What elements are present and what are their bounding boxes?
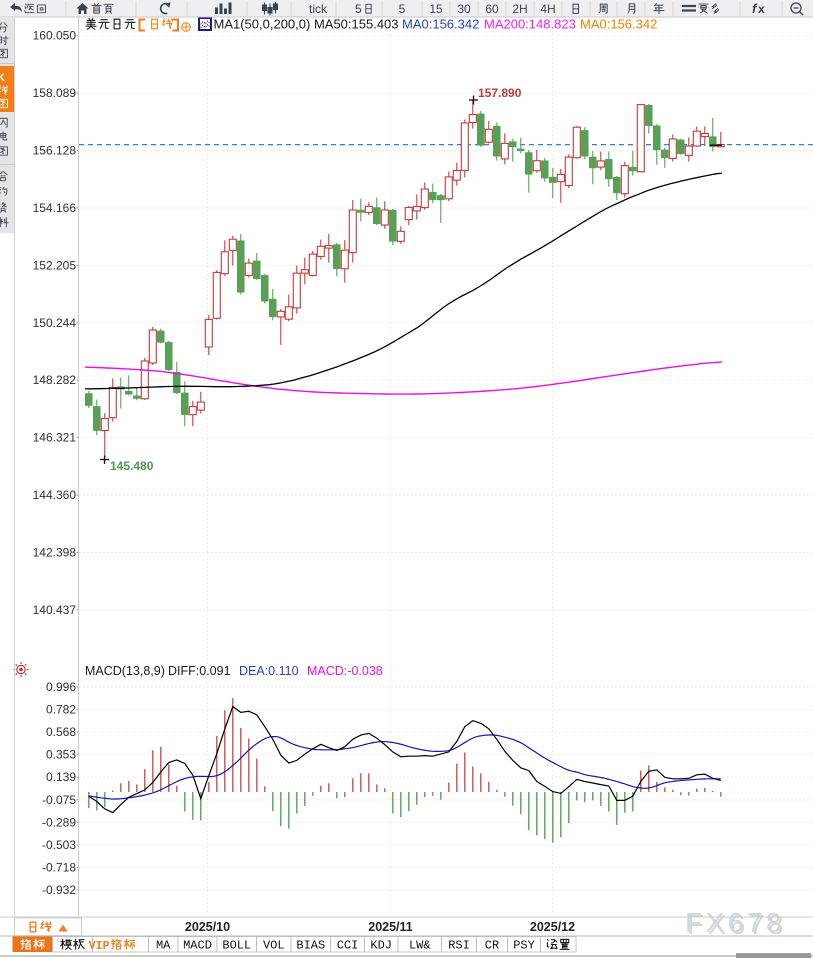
svg-text:CCI: CCI [337, 939, 359, 953]
svg-text:15: 15 [429, 2, 443, 16]
svg-text:MA1(50,0,200,0) MA50:155.403: MA1(50,0,200,0) MA50:155.403 [214, 17, 399, 32]
svg-text:LW&: LW& [409, 939, 431, 953]
svg-text:FX678: FX678 [685, 907, 785, 938]
svg-text:VOL: VOL [263, 939, 285, 953]
svg-text:PSY: PSY [513, 939, 535, 953]
svg-text:-0.289: -0.289 [42, 815, 76, 829]
svg-text:152.205: 152.205 [33, 258, 77, 272]
svg-text:148.282: 148.282 [33, 373, 77, 387]
svg-text:0.996: 0.996 [46, 680, 76, 694]
svg-text:2H: 2H [512, 2, 527, 16]
svg-text:-0.503: -0.503 [42, 838, 76, 852]
svg-text:140.437: 140.437 [33, 603, 77, 617]
svg-text:K: K [0, 72, 5, 84]
svg-text:MACD: MACD [183, 939, 212, 953]
svg-text:157.890: 157.890 [478, 86, 522, 100]
svg-text:-0.718: -0.718 [42, 861, 76, 875]
svg-text:0.353: 0.353 [46, 748, 76, 762]
svg-text:-0.075: -0.075 [42, 793, 76, 807]
svg-text:2025/12: 2025/12 [530, 920, 575, 934]
svg-text:MA200:148.823: MA200:148.823 [484, 17, 576, 32]
svg-text:0.782: 0.782 [46, 703, 76, 717]
svg-text:VIP: VIP [89, 940, 110, 953]
svg-text:145.480: 145.480 [110, 459, 154, 473]
svg-text:KDJ: KDJ [370, 939, 392, 953]
svg-text:MA0:156.342: MA0:156.342 [580, 17, 657, 32]
svg-text:158.089: 158.089 [33, 86, 77, 100]
svg-text:-0.932: -0.932 [42, 883, 76, 897]
svg-text:RSI: RSI [448, 939, 470, 953]
svg-text:156.128: 156.128 [33, 144, 77, 158]
svg-text:30: 30 [457, 2, 471, 16]
svg-text:160.050: 160.050 [33, 29, 77, 43]
svg-text:BIAS: BIAS [296, 939, 325, 953]
svg-text:FX678: FX678 [687, 909, 787, 940]
svg-text:150.244: 150.244 [33, 316, 77, 330]
svg-text:x: x [758, 2, 765, 16]
svg-text:MACD:-0.038: MACD:-0.038 [307, 664, 383, 678]
svg-text:MA: MA [156, 939, 171, 953]
svg-text:142.398: 142.398 [33, 546, 77, 560]
svg-text:0.568: 0.568 [46, 725, 76, 739]
svg-text:CR: CR [485, 939, 499, 953]
svg-text:BOLL: BOLL [222, 939, 251, 953]
svg-text:0.139: 0.139 [46, 770, 76, 784]
svg-text:144.360: 144.360 [33, 488, 77, 502]
svg-text:DEA:0.110: DEA:0.110 [239, 664, 299, 678]
svg-text:DIFF:0.091: DIFF:0.091 [168, 664, 231, 678]
svg-text:tick: tick [309, 2, 328, 16]
svg-text:MA0:156.342: MA0:156.342 [402, 17, 479, 32]
svg-text:5: 5 [355, 2, 362, 16]
svg-text:f: f [752, 1, 758, 16]
svg-text:146.321: 146.321 [33, 431, 77, 445]
svg-text:154.166: 154.166 [33, 201, 77, 215]
svg-text:60: 60 [485, 2, 499, 16]
svg-text:2025/10: 2025/10 [185, 920, 230, 934]
svg-text:5: 5 [399, 2, 406, 16]
svg-text:4H: 4H [540, 2, 555, 16]
svg-text:2025/11: 2025/11 [368, 920, 413, 934]
svg-text:MACD(13,8,9): MACD(13,8,9) [85, 664, 165, 678]
